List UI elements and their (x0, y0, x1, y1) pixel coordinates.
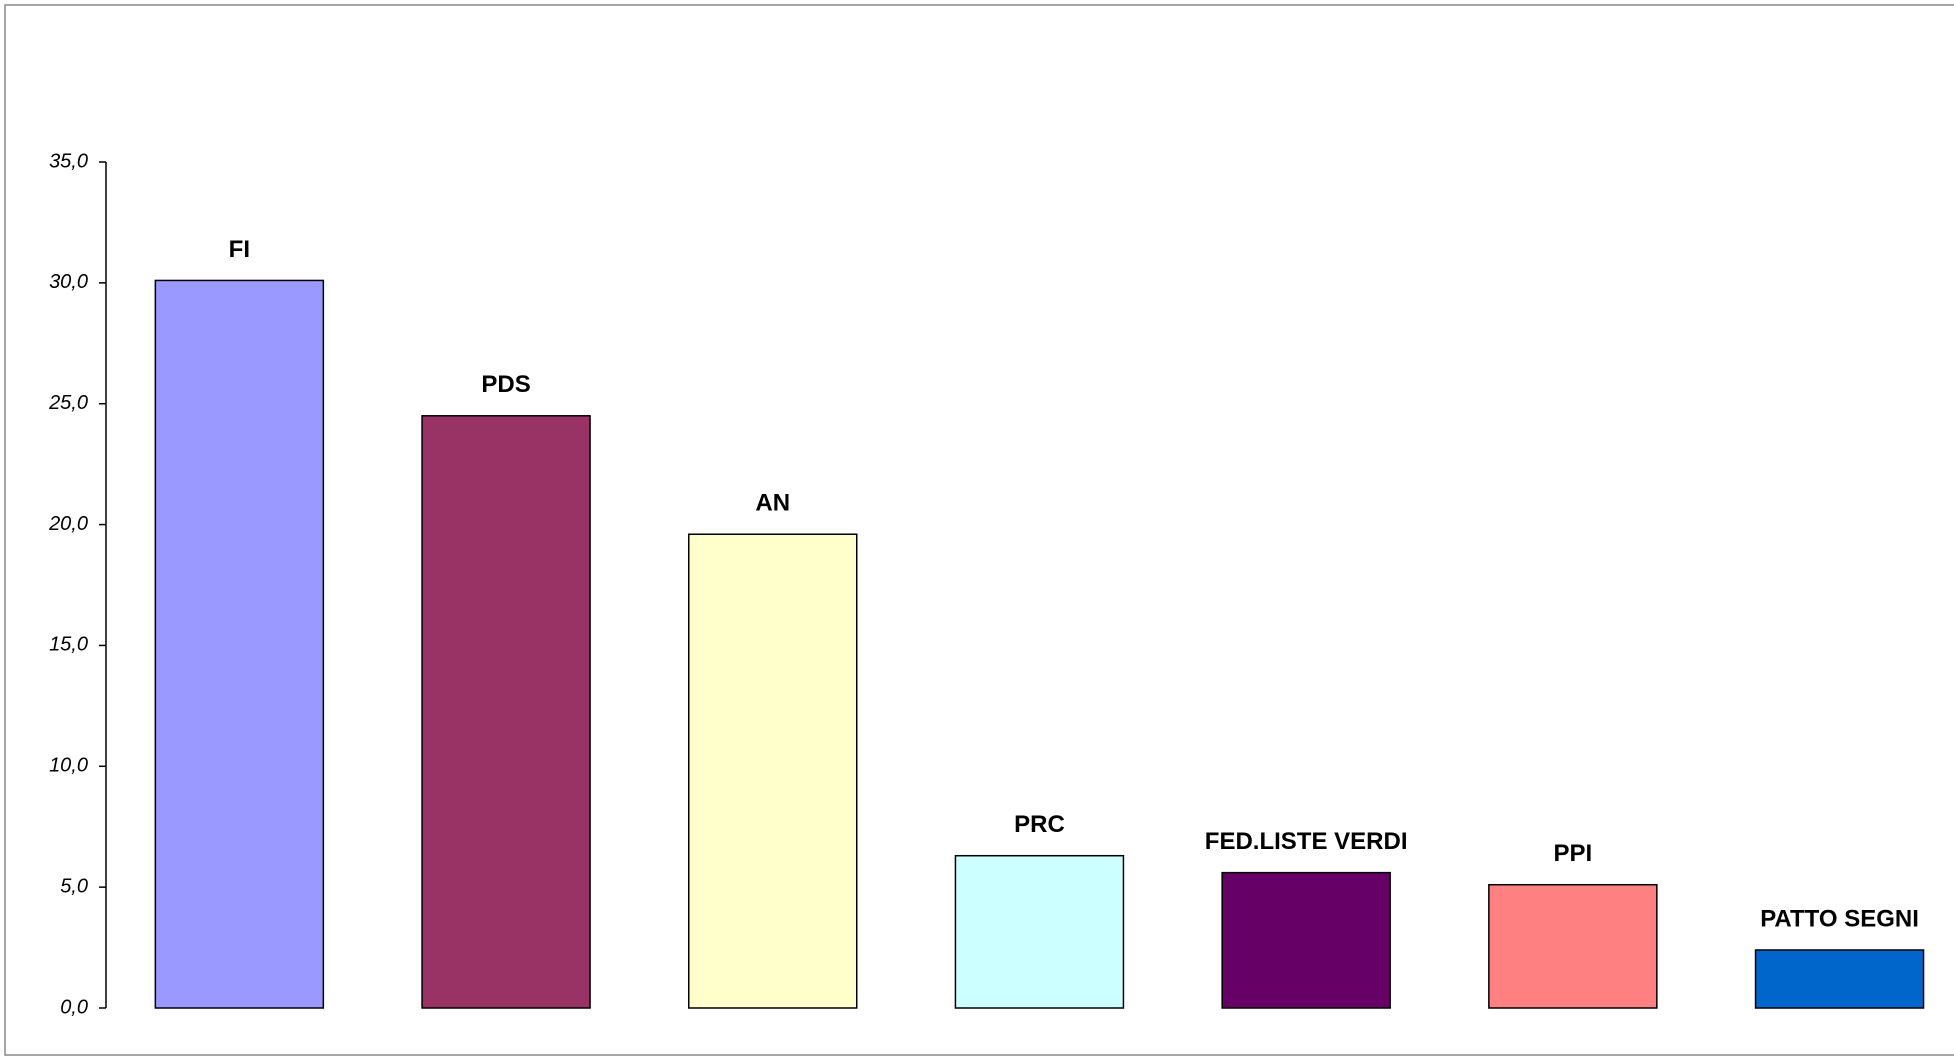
bar (954, 854, 1125, 1009)
bar (1754, 949, 1925, 1009)
bar-label: PPI (1554, 840, 1593, 867)
bar-label: PATTO SEGNI (1760, 905, 1919, 932)
bar-label: FI (229, 236, 250, 263)
bar (421, 415, 591, 1009)
y-tick-label: 20,0 (48, 513, 88, 535)
bar (1488, 883, 1658, 1009)
y-tick-label: 30,0 (49, 271, 88, 293)
bar-label: PDS (481, 371, 530, 398)
bar-label: AN (755, 490, 790, 517)
bar (154, 279, 325, 1009)
bar-label: PRC (1014, 811, 1065, 838)
y-tick-label: 10,0 (49, 755, 88, 777)
y-tick-label: 0,0 (60, 996, 88, 1018)
y-tick-label: 35,0 (49, 150, 88, 172)
y-tick-label: 5,0 (60, 875, 88, 897)
bar-label: FED.LISTE VERDI (1205, 828, 1408, 855)
bar (1221, 871, 1391, 1009)
bar (688, 533, 858, 1009)
y-tick-label: 15,0 (49, 634, 88, 656)
y-tick-label: 25,0 (48, 392, 88, 414)
